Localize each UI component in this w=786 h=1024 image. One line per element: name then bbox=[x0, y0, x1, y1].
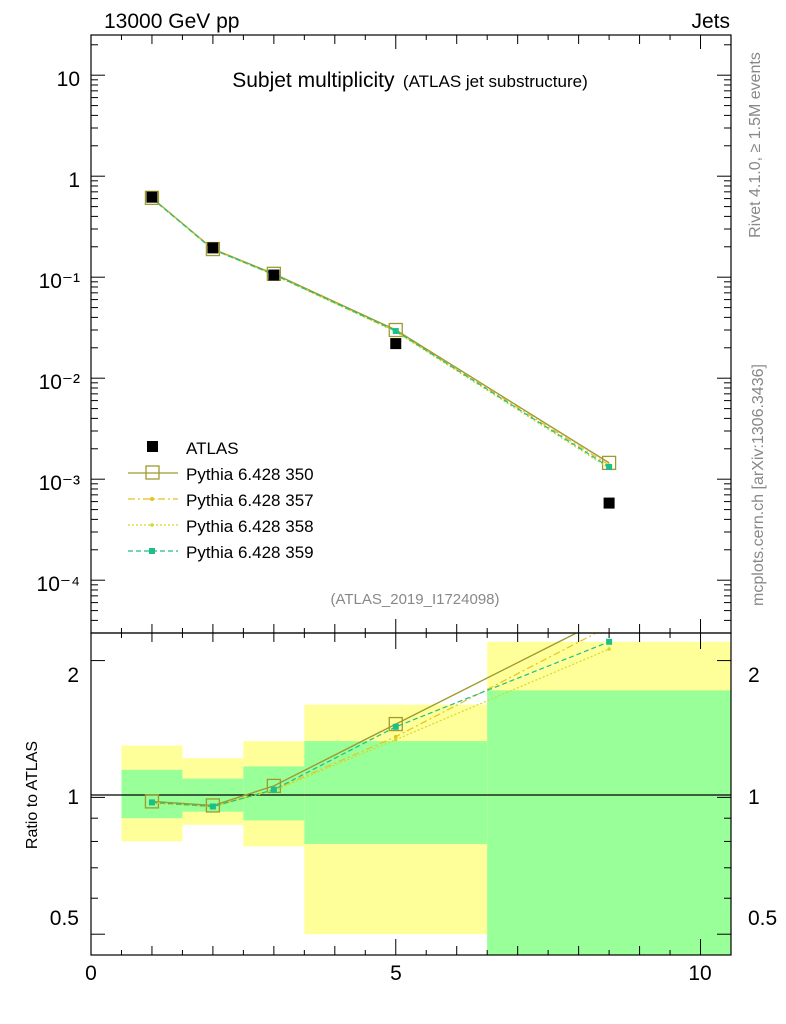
ratio-point-2 bbox=[393, 737, 398, 742]
ratio-plot-frame bbox=[90, 632, 732, 956]
legend-item-358: Pythia 6.428 358 bbox=[128, 517, 314, 536]
legend-marker-350 bbox=[145, 465, 160, 480]
ratio-series-line-0 bbox=[151, 633, 578, 807]
rivet-version-label: Rivet 4.1.0, ≥ 1.5M events bbox=[747, 52, 764, 238]
xtick-label-0: 0 bbox=[85, 962, 97, 985]
header-right: Jets bbox=[691, 10, 730, 33]
ratio-series-clipped bbox=[144, 610, 616, 813]
ratio-ytick-label-05-left: 0.5 bbox=[50, 907, 79, 930]
ratio-ytick-label-1-left: 1 bbox=[67, 786, 79, 809]
main-plot-panel: 10 1 10⁻¹ 10⁻² 10⁻³ 10⁻⁴ Subjet multipli… bbox=[37, 34, 732, 634]
legend-marker-359 bbox=[149, 548, 155, 554]
main-ytick-label-1e-1: 10⁻¹ bbox=[39, 270, 80, 293]
main-point-350 bbox=[144, 190, 160, 206]
ratio-point-359 bbox=[209, 803, 216, 810]
plot-title: Subjet multiplicity bbox=[232, 69, 395, 92]
xtick-label-5: 5 bbox=[390, 962, 402, 985]
legend-item-350: Pythia 6.428 350 bbox=[128, 465, 314, 484]
ratio-ytick-label-05-right: 0.5 bbox=[748, 907, 777, 930]
atlas-data-point bbox=[268, 269, 280, 281]
ratio-uncertainty-bands bbox=[121, 641, 731, 955]
ratio-point-359 bbox=[148, 799, 155, 806]
legend-item-359: Pythia 6.428 359 bbox=[128, 543, 314, 562]
ratio-series-group bbox=[144, 610, 616, 813]
source-label: mcplots.cern.ch [arXiv:1306.3436] bbox=[750, 364, 767, 606]
main-point-359 bbox=[392, 328, 399, 335]
ratio-ytick-label-2-left: 2 bbox=[67, 664, 79, 687]
atlas-data-point bbox=[603, 497, 615, 509]
atlas-data-point bbox=[146, 191, 158, 203]
main-ytick-label-1e-3: 10⁻³ bbox=[39, 472, 80, 495]
ratio-point-359 bbox=[270, 786, 277, 793]
legend-marker-atlas bbox=[147, 441, 158, 452]
legend-label-atlas: ATLAS bbox=[186, 439, 239, 458]
legend: ATLAS Pythia 6.428 350 Pythia 6.428 357 … bbox=[128, 439, 314, 562]
ratio-point-350 bbox=[144, 794, 160, 809]
main-ytick-label-1e-4: 10⁻⁴ bbox=[37, 573, 80, 596]
main-ytick-label-1e-2: 10⁻² bbox=[39, 371, 80, 394]
ratio-axis-ticks bbox=[90, 633, 732, 955]
legend-label-358: Pythia 6.428 358 bbox=[186, 517, 314, 536]
main-series-group bbox=[144, 190, 617, 509]
atlas-data-point bbox=[207, 242, 219, 254]
ratio-point-1 bbox=[607, 624, 611, 628]
main-series-line-4 bbox=[151, 197, 610, 468]
ratio-point-359 bbox=[392, 723, 399, 730]
ratio-point-2 bbox=[607, 647, 611, 651]
ratio-point-350 bbox=[205, 798, 221, 813]
main-y-tick-labels: 10 1 10⁻¹ 10⁻² 10⁻³ 10⁻⁴ bbox=[37, 68, 80, 596]
ratio-ytick-label-2-right: 2 bbox=[748, 664, 760, 687]
legend-item-357: Pythia 6.428 357 bbox=[128, 491, 314, 510]
main-point-359 bbox=[606, 464, 613, 471]
plot-title-group: Subjet multiplicity (ATLAS jet substruct… bbox=[232, 69, 588, 92]
ratio-point-359 bbox=[606, 638, 613, 645]
main-ytick-label-1: 1 bbox=[68, 169, 80, 192]
ratio-band-green-4 bbox=[487, 690, 731, 955]
analysis-id-label: (ATLAS_2019_I1724098) bbox=[330, 591, 499, 608]
legend-label-357: Pythia 6.428 357 bbox=[186, 491, 314, 510]
ratio-ytick-label-1-right: 1 bbox=[748, 786, 760, 809]
main-axis-ticks bbox=[90, 35, 732, 634]
header-left: 13000 GeV pp bbox=[104, 10, 239, 33]
ratio-plot-panel: 2 1 0.5 2 1 0.5 0 5 10 Ratio to ATLAS bbox=[24, 610, 777, 985]
legend-marker-358 bbox=[150, 523, 154, 527]
legend-label-350: Pythia 6.428 350 bbox=[186, 465, 314, 484]
legend-label-359: Pythia 6.428 359 bbox=[186, 543, 314, 562]
main-point-350 bbox=[388, 322, 403, 338]
ratio-point-1 bbox=[393, 734, 398, 739]
main-ytick-label-10: 10 bbox=[57, 68, 80, 91]
main-series-line-3 bbox=[151, 198, 610, 469]
ratio-band-green-0 bbox=[121, 769, 183, 819]
ratio-point-350 bbox=[603, 610, 616, 623]
ratio-ylabel: Ratio to ATLAS bbox=[24, 741, 41, 849]
legend-item-atlas: ATLAS bbox=[147, 439, 239, 458]
xtick-label-10: 10 bbox=[688, 962, 711, 985]
plot-subtitle: (ATLAS jet substructure) bbox=[403, 72, 588, 91]
legend-marker-357 bbox=[150, 497, 154, 501]
atlas-data-point bbox=[390, 338, 402, 350]
